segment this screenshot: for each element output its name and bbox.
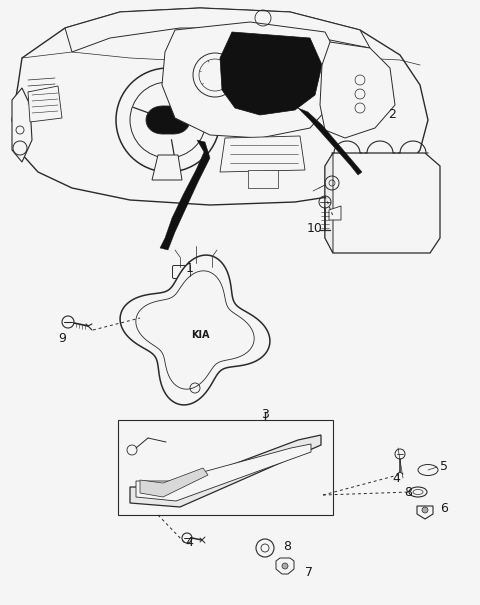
Polygon shape — [320, 42, 395, 138]
Polygon shape — [65, 8, 370, 52]
Polygon shape — [417, 506, 433, 519]
Text: 5: 5 — [440, 460, 448, 474]
Text: 9: 9 — [58, 332, 66, 344]
Polygon shape — [146, 106, 190, 134]
Text: 7: 7 — [305, 566, 313, 578]
Polygon shape — [136, 444, 311, 501]
Polygon shape — [220, 136, 305, 172]
Text: 2: 2 — [388, 108, 396, 122]
Polygon shape — [276, 558, 294, 574]
Text: 4: 4 — [185, 537, 193, 549]
Text: 8: 8 — [283, 540, 291, 552]
FancyBboxPatch shape — [172, 266, 188, 278]
Ellipse shape — [418, 465, 438, 476]
Circle shape — [282, 563, 288, 569]
Text: 3: 3 — [261, 408, 269, 422]
FancyBboxPatch shape — [204, 266, 219, 278]
Polygon shape — [325, 153, 333, 253]
Ellipse shape — [409, 487, 427, 497]
Polygon shape — [298, 108, 362, 175]
Ellipse shape — [177, 323, 223, 347]
Polygon shape — [136, 271, 254, 389]
Polygon shape — [220, 32, 322, 115]
Polygon shape — [325, 153, 440, 253]
Polygon shape — [329, 206, 341, 220]
Polygon shape — [162, 22, 340, 138]
Circle shape — [422, 507, 428, 513]
Text: 8: 8 — [404, 485, 412, 499]
Polygon shape — [28, 86, 62, 122]
Polygon shape — [120, 255, 270, 405]
Text: 10: 10 — [307, 221, 323, 235]
Text: 6: 6 — [440, 502, 448, 514]
FancyBboxPatch shape — [189, 261, 204, 275]
Text: 4: 4 — [392, 471, 400, 485]
Polygon shape — [160, 140, 210, 250]
Text: 1: 1 — [186, 261, 194, 275]
Polygon shape — [248, 170, 278, 188]
Polygon shape — [12, 88, 32, 162]
Polygon shape — [152, 155, 182, 180]
Polygon shape — [140, 468, 208, 497]
Polygon shape — [130, 435, 321, 507]
Ellipse shape — [413, 489, 423, 494]
Bar — [118, 420, 333, 515]
Text: KIA: KIA — [191, 330, 209, 340]
Polygon shape — [12, 8, 428, 205]
